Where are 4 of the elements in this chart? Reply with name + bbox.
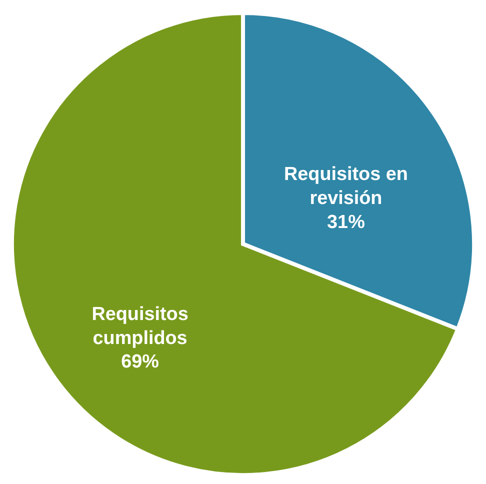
slice-label: Requisitos cumplidos	[92, 304, 188, 349]
data-label: 69%	[121, 352, 160, 373]
slice-label: Requisitos en revisión	[284, 164, 408, 209]
data-label: 31%	[327, 212, 366, 233]
